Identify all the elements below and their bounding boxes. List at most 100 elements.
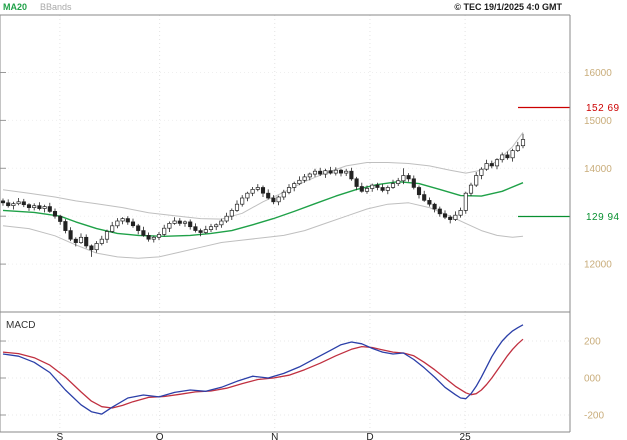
candle-body <box>484 163 489 170</box>
candle-body <box>276 196 281 203</box>
candle-body <box>245 192 250 199</box>
candle <box>156 232 162 241</box>
macd-tick-label: -200 <box>584 410 604 421</box>
candle <box>292 181 297 192</box>
candle <box>364 185 370 194</box>
candle-body <box>208 226 214 230</box>
candle <box>375 182 380 191</box>
candle-body <box>37 205 42 209</box>
candle <box>479 167 484 180</box>
bollinger-lower-line <box>2 202 524 259</box>
candle-body <box>229 210 234 217</box>
candle <box>141 226 146 237</box>
candle <box>245 191 250 202</box>
candle <box>500 152 505 163</box>
candle <box>255 184 260 192</box>
candle-body <box>188 221 193 228</box>
candle <box>115 218 120 229</box>
candle-body <box>250 189 255 194</box>
x-axis-month-label: N <box>271 432 278 440</box>
candle <box>208 223 214 232</box>
candle <box>333 167 338 176</box>
candle <box>89 244 94 257</box>
macd-tick-label: 000 <box>584 374 601 385</box>
candle-body <box>125 218 130 223</box>
bbands-legend-label: BBands <box>40 2 72 12</box>
candle <box>406 173 411 182</box>
candle <box>104 229 110 243</box>
candle <box>453 211 458 221</box>
candle-body <box>271 197 276 203</box>
candle-body <box>156 234 162 238</box>
resistance-label: 152 69 <box>586 103 620 114</box>
candle <box>146 232 151 242</box>
candle <box>172 217 177 225</box>
candle-body <box>11 203 16 206</box>
candle <box>151 235 156 243</box>
candle-body <box>255 187 260 190</box>
candle-body <box>286 187 292 193</box>
candle-body <box>0 200 6 204</box>
candle <box>359 182 364 193</box>
candle <box>484 159 489 171</box>
candle-body <box>385 187 390 191</box>
candlestick-series <box>0 133 526 257</box>
candle <box>432 202 437 213</box>
candle-body <box>177 220 182 224</box>
candle-body <box>281 191 286 198</box>
candle <box>286 184 292 195</box>
support-label: 129 94 <box>586 212 620 223</box>
candle-body <box>312 170 318 175</box>
candle <box>338 168 344 177</box>
candle-body <box>500 154 505 161</box>
candle <box>422 190 427 202</box>
x-axis-month-label: 25 <box>460 432 472 440</box>
candle-body <box>411 178 416 188</box>
candle-body <box>442 213 448 218</box>
candle <box>42 204 47 213</box>
candle <box>47 202 52 213</box>
candle-body <box>333 169 338 174</box>
candle <box>214 223 219 231</box>
candle-body <box>370 184 375 189</box>
candle <box>474 172 479 187</box>
candle-body <box>78 236 84 243</box>
candle-body <box>234 203 240 211</box>
candle <box>63 219 68 234</box>
candle <box>510 148 515 162</box>
candle <box>349 167 354 181</box>
candle-body <box>354 178 359 187</box>
candle <box>219 218 224 228</box>
candle <box>260 185 266 197</box>
candle-body <box>146 235 151 240</box>
candle-body <box>120 218 125 222</box>
candle-body <box>16 201 21 205</box>
candle <box>271 195 276 205</box>
candle <box>344 168 349 176</box>
candle <box>32 203 37 211</box>
signal-line <box>2 338 524 409</box>
candle <box>162 224 167 237</box>
candle-body <box>390 183 396 188</box>
y-axis-tick-label: 15000 <box>584 116 612 127</box>
candle-body <box>21 201 26 206</box>
candle <box>240 195 245 207</box>
candle <box>297 176 302 186</box>
candle <box>494 158 500 170</box>
candle-body <box>401 175 406 182</box>
bollinger-upper-line <box>2 132 524 220</box>
candle-body <box>318 170 323 175</box>
y-axis-tick-label: 12000 <box>584 260 612 271</box>
candle-body <box>58 215 63 222</box>
ma20-line <box>2 180 524 238</box>
macd-panel-title: MACD <box>6 320 35 331</box>
candle-body <box>182 221 188 224</box>
candle-body <box>328 170 333 174</box>
candle-body <box>136 225 141 231</box>
candle <box>468 182 474 197</box>
candle <box>6 199 11 208</box>
candle-body <box>266 192 271 199</box>
candle <box>385 185 390 195</box>
candle-body <box>494 159 500 167</box>
candle <box>442 210 448 220</box>
